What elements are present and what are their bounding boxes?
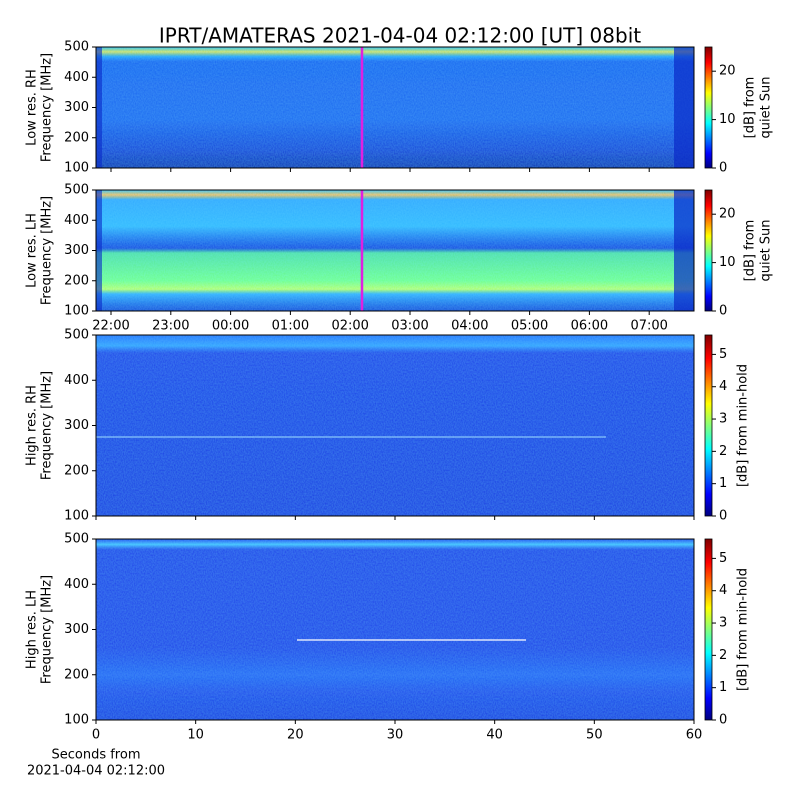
x-tick-label: 01:00 xyxy=(272,319,309,334)
y-tick-label: 300 xyxy=(64,243,89,258)
y-tick-label: 400 xyxy=(64,577,89,592)
y-tick-label: 400 xyxy=(64,373,89,388)
x-tick-label: 40 xyxy=(486,728,503,743)
x-tick-label: 50 xyxy=(586,728,603,743)
y-tick-label: 100 xyxy=(64,161,89,176)
colorbar-label: [dB] from xyxy=(743,220,758,282)
x-tick-label: 07:00 xyxy=(630,319,667,334)
colorbar-tick-label: 20 xyxy=(719,207,736,222)
colorbar-tick-label: 20 xyxy=(719,64,736,79)
y-tick-label: 300 xyxy=(64,622,89,637)
y-axis-label: Frequency [MHz] xyxy=(40,371,55,480)
x-tick-label: 23:00 xyxy=(152,319,189,334)
x-axis-label: 2021-04-04 02:12:00 xyxy=(27,764,165,779)
y-tick-label: 400 xyxy=(64,213,89,228)
colorbar-tick-label: 4 xyxy=(719,583,727,598)
colorbar-tick-label: 1 xyxy=(719,476,727,491)
y-tick-label: 500 xyxy=(64,40,89,55)
y-tick-label: 200 xyxy=(64,463,89,478)
colorbar xyxy=(704,46,713,169)
y-axis-label: Frequency [MHz] xyxy=(40,53,55,162)
y-tick-label: 500 xyxy=(64,328,89,343)
colorbar-tick-label: 4 xyxy=(719,379,727,394)
edge-band xyxy=(96,190,102,311)
y-tick-label: 200 xyxy=(64,667,89,682)
y-tick-label: 200 xyxy=(64,273,89,288)
x-tick-label: 05:00 xyxy=(511,319,548,334)
y-axis-label: High res. LH xyxy=(25,590,40,669)
edge-band xyxy=(674,47,694,168)
colorbar xyxy=(704,538,713,721)
x-tick-label: 60 xyxy=(686,728,703,743)
y-axis-label: Frequency [MHz] xyxy=(40,575,55,684)
x-tick-label: 22:00 xyxy=(92,319,129,334)
y-axis-label: Low res. LH xyxy=(25,213,40,288)
y-tick-label: 100 xyxy=(64,304,89,319)
spectrogram xyxy=(96,335,694,516)
x-tick-label: 02:00 xyxy=(331,319,368,334)
colorbar-tick-label: 0 xyxy=(719,304,727,319)
colorbar-tick-label: 10 xyxy=(719,112,736,127)
x-tick-label: 04:00 xyxy=(451,319,488,334)
colorbar-label: [dB] from min-hold xyxy=(736,568,751,691)
x-tick-label: 03:00 xyxy=(391,319,428,334)
colorbar-tick-label: 2 xyxy=(719,648,727,663)
colorbar-tick-label: 0 xyxy=(719,509,727,524)
colorbar-tick-label: 2 xyxy=(719,444,727,459)
colorbar-tick-label: 3 xyxy=(719,616,727,631)
x-tick-label: 20 xyxy=(287,728,304,743)
x-tick-label: 0 xyxy=(92,728,100,743)
colorbar-tick-label: 5 xyxy=(719,551,727,566)
colorbar xyxy=(704,334,713,517)
colorbar xyxy=(704,189,713,312)
colorbar-tick-label: 10 xyxy=(719,255,736,270)
y-tick-label: 500 xyxy=(64,183,89,198)
spectrogram xyxy=(96,190,694,311)
y-tick-label: 300 xyxy=(64,418,89,433)
y-tick-label: 500 xyxy=(64,532,89,547)
edge-band xyxy=(674,190,694,311)
x-tick-label: 30 xyxy=(387,728,404,743)
y-tick-label: 100 xyxy=(64,509,89,524)
spectrogram xyxy=(96,539,694,720)
x-tick-label: 00:00 xyxy=(212,319,249,334)
colorbar-tick-label: 0 xyxy=(719,713,727,728)
x-axis-label: Seconds from xyxy=(51,748,140,763)
colorbar-tick-label: 1 xyxy=(719,680,727,695)
y-tick-label: 300 xyxy=(64,100,89,115)
y-tick-label: 200 xyxy=(64,130,89,145)
colorbar-label: [dB] from min-hold xyxy=(736,364,751,487)
x-tick-label: 10 xyxy=(187,728,204,743)
colorbar-label: [dB] from xyxy=(743,77,758,139)
y-axis-label: Low res. RH xyxy=(25,69,40,146)
y-axis-label: High res. RH xyxy=(25,385,40,466)
figure-title: IPRT/AMATERAS 2021-04-04 02:12:00 [UT] 0… xyxy=(159,24,641,48)
y-tick-label: 100 xyxy=(64,713,89,728)
y-tick-label: 400 xyxy=(64,70,89,85)
edge-band xyxy=(96,47,102,168)
colorbar-tick-label: 5 xyxy=(719,347,727,362)
y-axis-label: Frequency [MHz] xyxy=(40,196,55,305)
colorbar-tick-label: 0 xyxy=(719,161,727,176)
spectrogram xyxy=(96,47,694,168)
x-tick-label: 06:00 xyxy=(571,319,608,334)
colorbar-label: quiet Sun xyxy=(759,219,774,281)
colorbar-label: quiet Sun xyxy=(759,76,774,138)
colorbar-tick-label: 3 xyxy=(719,412,727,427)
